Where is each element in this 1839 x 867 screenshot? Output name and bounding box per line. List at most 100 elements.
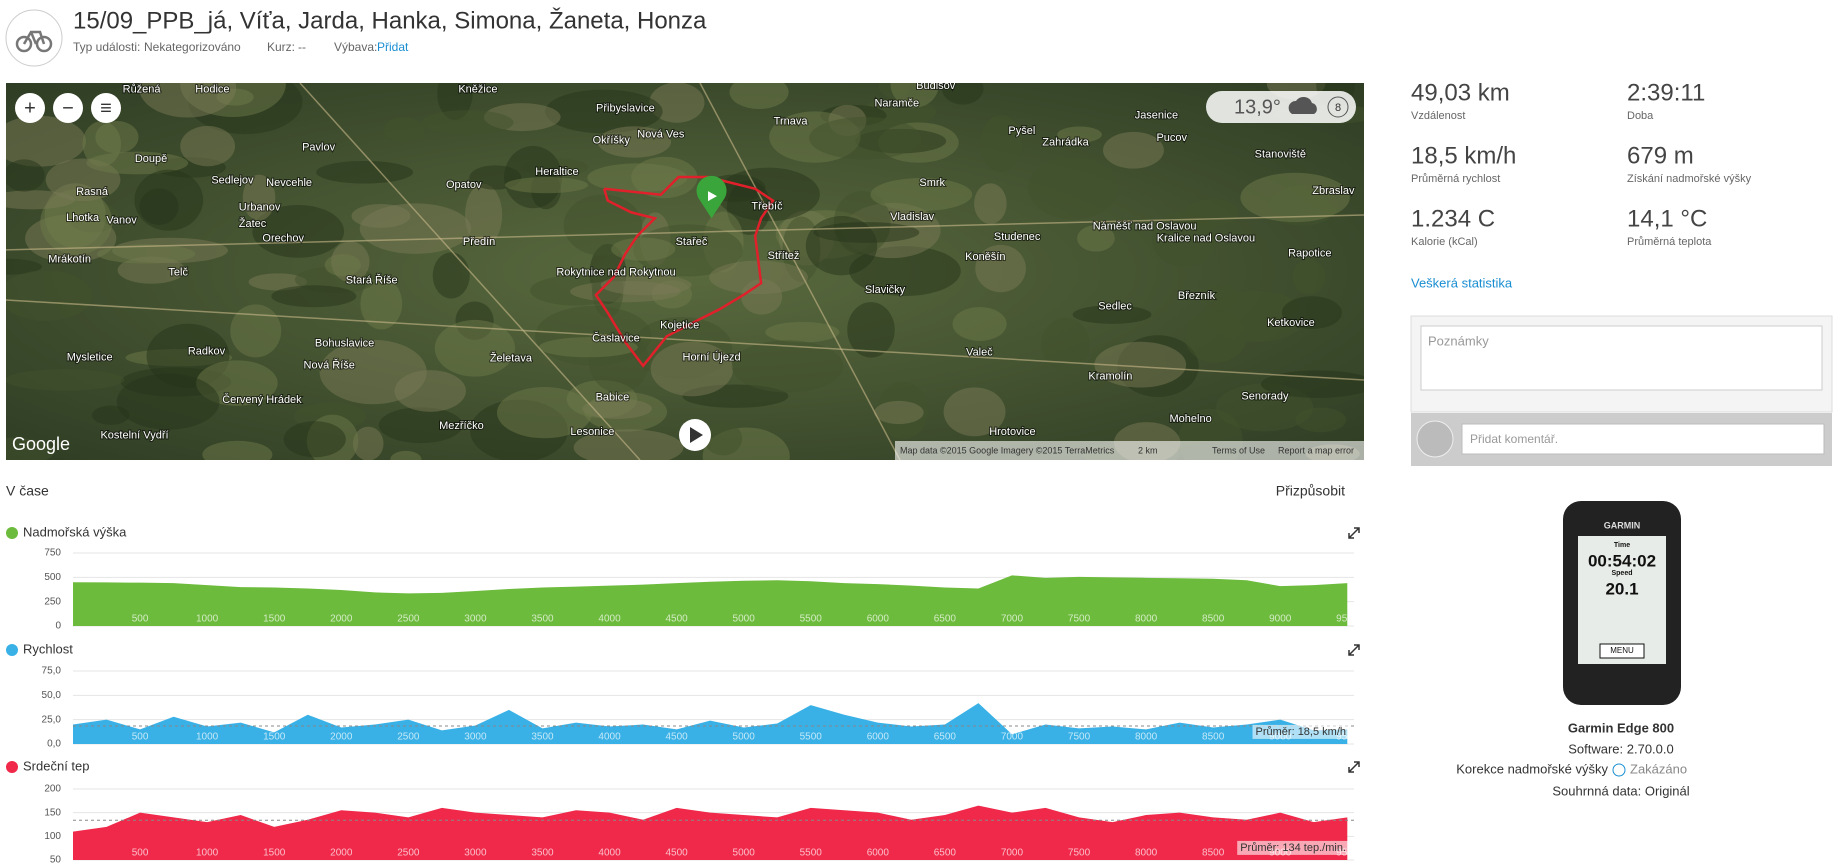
map-field	[890, 83, 939, 108]
map-field	[6, 115, 86, 167]
map-place: Nová Ves	[637, 128, 685, 140]
map-field	[378, 407, 463, 444]
map-field	[1151, 211, 1217, 267]
map-field	[709, 260, 808, 295]
attribution: Map data ©2015 Google Imagery ©2015 Terr…	[900, 445, 1115, 455]
x-tick-label: 1500	[263, 732, 286, 743]
map-field	[390, 450, 422, 460]
map-place: Kojetice	[660, 320, 699, 332]
map-field	[573, 429, 684, 460]
map-field	[597, 126, 672, 158]
map-field	[582, 398, 652, 419]
map-field	[809, 116, 922, 160]
x-tick-label: 5000	[733, 848, 756, 859]
x-tick-label: 2500	[397, 614, 420, 625]
map-place: Hodice	[195, 84, 229, 96]
map-place: Mysletice	[67, 351, 113, 363]
map-place: Nová Říše	[304, 359, 355, 372]
map-place: Smrk	[919, 177, 945, 189]
map-field	[394, 370, 466, 412]
map-button[interactable]	[53, 93, 83, 123]
route	[594, 175, 775, 368]
x-tick-label: 8500	[1202, 614, 1225, 625]
map-place: Telč	[168, 266, 188, 278]
map-field	[847, 302, 895, 358]
map-field	[6, 437, 55, 460]
y-tick-label: 0,0	[47, 739, 61, 750]
map-field	[6, 368, 125, 391]
map-field	[1240, 172, 1350, 223]
map-road	[6, 214, 1364, 251]
map-place: Kramolín	[1088, 370, 1132, 382]
expand-icon[interactable]	[1348, 644, 1360, 656]
map-field	[587, 163, 688, 193]
stat-label: Průměrná rychlost	[1411, 173, 1500, 185]
map-place: Nevcehle	[266, 177, 312, 189]
map-button-glyph: +	[24, 97, 36, 119]
attribution-bar	[895, 441, 1364, 460]
map-place: Zahrádka	[1042, 137, 1089, 149]
view-select[interactable]: V čase	[6, 483, 49, 499]
y-tick-label: 50,0	[42, 690, 62, 701]
x-tick-label: 9500	[1336, 614, 1359, 625]
notes-input[interactable]	[1420, 325, 1823, 391]
expand-icon[interactable]	[1348, 527, 1360, 539]
map-field	[252, 204, 345, 258]
map-place: Horní Újezd	[683, 350, 741, 363]
course[interactable]: --	[298, 40, 306, 54]
map-place: Lesonice	[570, 426, 614, 438]
map-field	[316, 160, 414, 184]
map-field	[813, 222, 920, 243]
map-field	[765, 321, 840, 343]
comment-input[interactable]	[1461, 423, 1825, 455]
map-field	[496, 386, 593, 439]
y-tick-label: 100	[44, 831, 61, 842]
map-place: Kralice nad Oslavou	[1157, 232, 1255, 244]
map-place: Kněžice	[458, 84, 497, 96]
map-field	[649, 83, 705, 123]
map-button-glyph: ≡	[100, 97, 112, 119]
map-field	[650, 341, 734, 397]
x-tick-label: 4000	[598, 614, 621, 625]
correction-value[interactable]: Zakázáno	[1630, 761, 1687, 776]
map-report[interactable]: Report a map error	[1278, 445, 1354, 455]
x-tick-label: 1500	[263, 614, 286, 625]
map-field	[86, 151, 189, 175]
map-place: Třebíč	[751, 200, 783, 212]
x-tick-label: 3500	[531, 848, 554, 859]
map-terms[interactable]: Terms of Use	[1212, 445, 1265, 455]
x-tick-label: 7000	[1001, 614, 1024, 625]
map-field	[180, 125, 236, 167]
area	[73, 703, 1348, 744]
map-button[interactable]	[91, 93, 121, 123]
map-field	[242, 174, 276, 221]
all-stats-link[interactable]: Veškerá statistika	[1411, 275, 1513, 290]
map-place: Senorady	[1241, 390, 1289, 402]
map-place: Vanov	[106, 215, 137, 227]
map-place: Vladislav	[890, 211, 935, 223]
map-field	[717, 167, 820, 222]
x-tick-label: 4500	[665, 732, 688, 743]
event-type[interactable]: Nekategorizováno	[144, 40, 241, 54]
x-tick-label: 7000	[1001, 848, 1024, 859]
x-tick-label: 1000	[196, 732, 219, 743]
x-tick-label: 1000	[196, 614, 219, 625]
map-place: Slavičky	[865, 284, 906, 296]
map-field	[1094, 341, 1187, 388]
map-field	[6, 270, 93, 321]
map-button[interactable]	[15, 93, 45, 123]
expand-icon[interactable]	[1348, 761, 1360, 773]
map-field	[230, 304, 282, 358]
x-tick-label: 3000	[464, 732, 487, 743]
map-place: Trnava	[774, 115, 809, 127]
map-field	[545, 89, 663, 134]
stat-value: 18,5 km/h	[1411, 142, 1516, 169]
customize-select[interactable]: Přizpůsobit	[1276, 483, 1345, 499]
x-tick-label: 2000	[330, 732, 353, 743]
stat-label: Získání nadmořské výšky	[1627, 173, 1752, 185]
gear-link[interactable]: Přidat	[377, 40, 409, 54]
map-place: Valeč	[966, 347, 993, 359]
map[interactable]: Růžená Hodice Kněžice Přibyslavice Naramče Bu…	[0, 51, 1379, 485]
y-tick-label: 50	[50, 855, 62, 866]
map-button-glyph: −	[62, 97, 74, 119]
